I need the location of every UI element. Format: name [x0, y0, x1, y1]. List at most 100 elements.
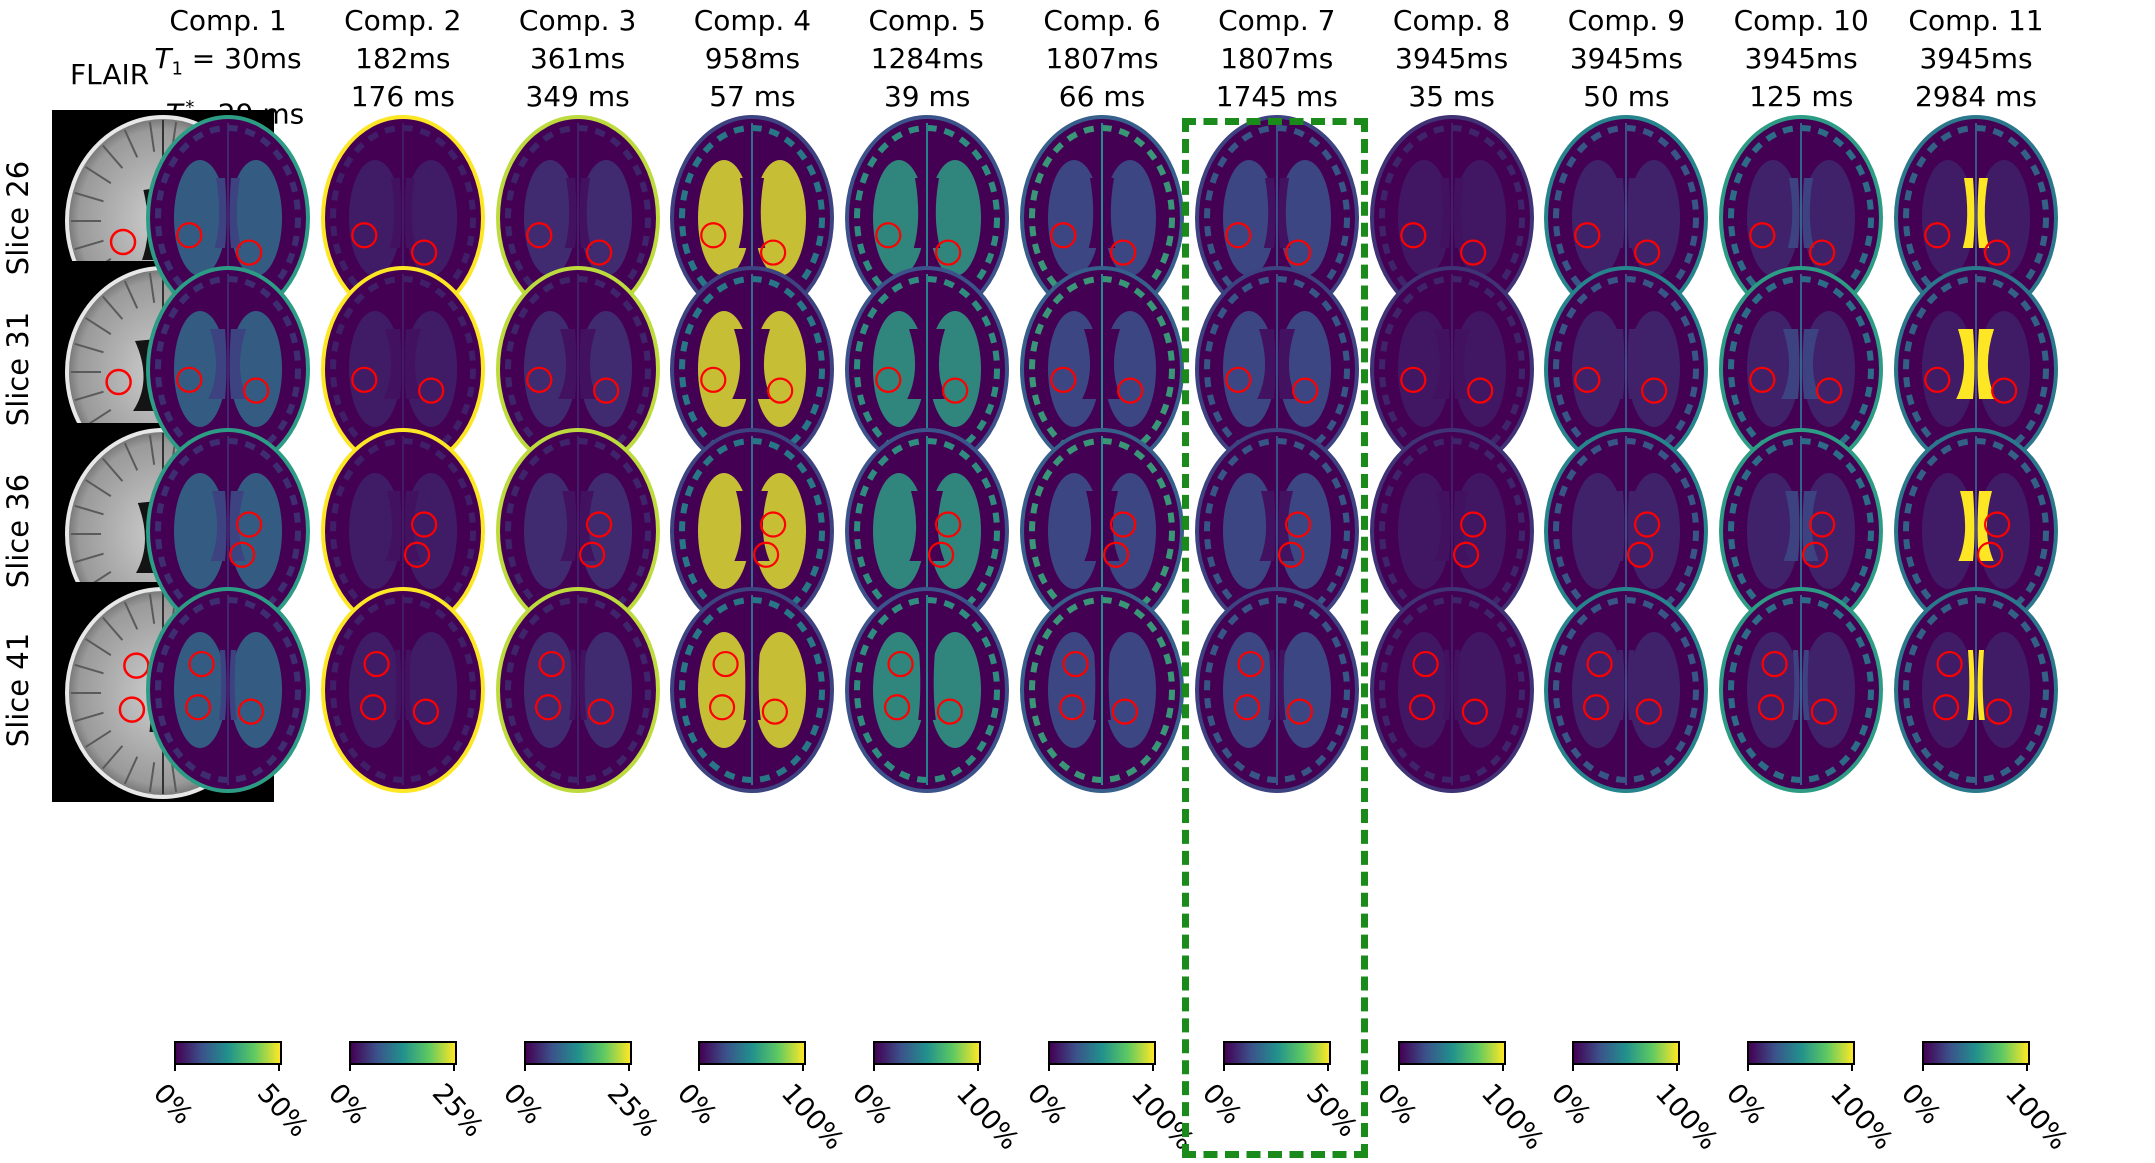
component-name: Comp. 1	[169, 4, 287, 37]
lesion-marker	[762, 698, 789, 725]
brain-map	[1719, 115, 1884, 321]
component-map	[140, 423, 316, 639]
brain-map	[1544, 428, 1709, 634]
component-header: Comp. 9 3945ms 50 ms	[1537, 2, 1715, 116]
lesion-marker	[1466, 377, 1493, 404]
colorbar-tick	[1922, 1063, 1924, 1071]
component-header: Comp. 11 3945ms 2984 ms	[1887, 2, 2065, 116]
colorbar-tick	[1747, 1063, 1750, 1071]
lesion-marker	[1224, 222, 1252, 249]
component-map	[1888, 110, 2064, 326]
colorbar-tick	[1152, 1063, 1154, 1071]
lesion-marker	[538, 650, 565, 678]
lesion-marker	[712, 650, 740, 678]
lesion-marker	[412, 698, 439, 725]
colorbar-min-label: 0%	[496, 1078, 549, 1131]
colorbar-tick	[1048, 1063, 1050, 1071]
colorbar-min-label: 0%	[846, 1078, 898, 1131]
colorbar-min-label: 0%	[146, 1078, 199, 1131]
lesion-marker	[1284, 511, 1312, 538]
lesion-marker	[592, 377, 619, 404]
lesion-marker	[928, 541, 955, 568]
component-map	[140, 261, 316, 477]
component-map	[1364, 582, 1540, 798]
lesion-marker	[1574, 222, 1601, 249]
brain-map	[146, 115, 310, 321]
colorbar-max-label: 100%	[950, 1078, 1025, 1157]
lesion-marker	[1749, 366, 1776, 393]
component-map	[1364, 423, 1540, 639]
colorbar-max-label: 100%	[775, 1078, 851, 1157]
lesion-marker	[1758, 694, 1785, 721]
component-t1: 3945ms	[1395, 42, 1509, 75]
lesion-marker	[1058, 694, 1086, 721]
component-header: Comp. 8 3945ms 35 ms	[1363, 2, 1541, 116]
component-map	[1014, 261, 1190, 477]
lesion-marker	[1452, 541, 1479, 568]
component-map	[140, 582, 316, 798]
component-t2: 2984 ms	[1914, 80, 2038, 113]
lesion-marker	[236, 239, 263, 266]
brain-map	[320, 428, 485, 634]
lesion-marker	[1991, 377, 2018, 404]
lesion-marker	[585, 239, 612, 266]
lesion-marker	[1291, 377, 1319, 404]
lesion-marker	[1761, 650, 1788, 678]
component-map	[664, 423, 840, 639]
lesion-marker	[578, 541, 605, 568]
colorbar-max-label: 25%	[425, 1078, 489, 1144]
component-map	[1888, 582, 2064, 798]
lesion-marker	[935, 511, 962, 538]
colorbar	[1922, 1041, 2030, 1065]
component-map	[490, 582, 666, 798]
lesion-marker	[1802, 541, 1829, 568]
brain-map	[1194, 266, 1359, 472]
component-t1: 3945ms	[1919, 42, 2033, 75]
component-t1: 1807ms	[1045, 42, 1159, 75]
component-map	[664, 582, 840, 798]
colorbar-max-label: 100%	[1998, 1078, 2074, 1157]
lesion-marker	[403, 541, 430, 568]
component-map	[1713, 261, 1889, 477]
colorbar-tick	[1572, 1063, 1575, 1071]
colorbar-max-label: 100%	[1824, 1078, 1899, 1157]
brain-map	[670, 115, 835, 321]
colorbar-tick	[627, 1063, 630, 1071]
lesion-marker	[534, 694, 561, 721]
lesion-marker	[1224, 366, 1252, 393]
lesion-marker	[359, 694, 386, 721]
lesion-marker	[417, 377, 445, 404]
component-map	[1189, 261, 1365, 477]
lesion-marker	[1459, 239, 1486, 266]
brain-map	[146, 266, 310, 472]
component-t2: 125 ms	[1749, 80, 1854, 113]
brain-map	[1894, 115, 2058, 321]
component-name: Comp. 8	[1392, 4, 1511, 37]
component-map	[315, 110, 491, 326]
colorbar-tick	[873, 1063, 876, 1071]
lesion-marker	[936, 698, 964, 725]
component-map	[140, 110, 316, 326]
component-t1: 958ms	[704, 42, 801, 75]
lesion-marker	[363, 650, 390, 678]
colorbar-max-label: 100%	[1474, 1078, 1550, 1157]
lesion-marker	[1461, 698, 1488, 725]
component-name: Comp. 3	[518, 4, 637, 37]
component-header: Comp. 4 958ms 57 ms	[663, 2, 841, 116]
lesion-marker	[236, 511, 263, 538]
brain-map	[845, 587, 1010, 793]
colorbar-tick	[698, 1063, 701, 1071]
lesion-marker	[1641, 377, 1668, 404]
colorbar-tick	[1397, 1063, 1400, 1071]
component-map	[1538, 423, 1714, 639]
lesion-marker	[525, 222, 552, 249]
lesion-marker	[1816, 377, 1843, 404]
row-label: Slice 26	[1, 160, 35, 276]
colorbar-tick	[348, 1063, 351, 1071]
brain-map	[1719, 428, 1884, 634]
lesion-marker	[1237, 650, 1264, 678]
component-t2: 57 ms	[709, 80, 796, 113]
brain-map	[495, 266, 660, 472]
component-header: Comp. 7 1807ms 1745 ms	[1188, 2, 1366, 116]
brain-map	[1544, 266, 1709, 472]
